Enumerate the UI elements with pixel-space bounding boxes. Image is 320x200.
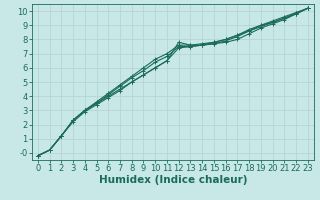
X-axis label: Humidex (Indice chaleur): Humidex (Indice chaleur) [99,175,247,185]
